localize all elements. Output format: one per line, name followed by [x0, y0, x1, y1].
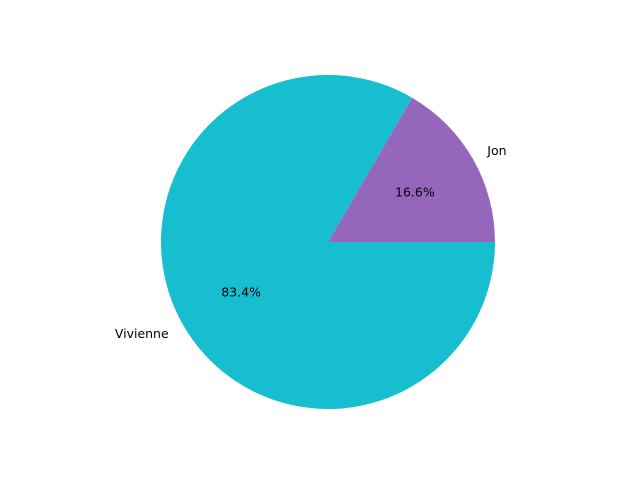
pie-labels: Jon 16.6% Vivienne 83.4%: [115, 143, 507, 341]
pie-percent-label: 16.6%: [395, 185, 435, 200]
pie-slice-jon: [328, 97, 495, 242]
pie-slices: [161, 74, 496, 409]
pie-percent-label: 83.4%: [221, 284, 261, 299]
pie-slice-vivienne: [161, 74, 496, 409]
pie-category-label: Vivienne: [115, 326, 169, 341]
pie-category-label: Jon: [486, 143, 506, 158]
